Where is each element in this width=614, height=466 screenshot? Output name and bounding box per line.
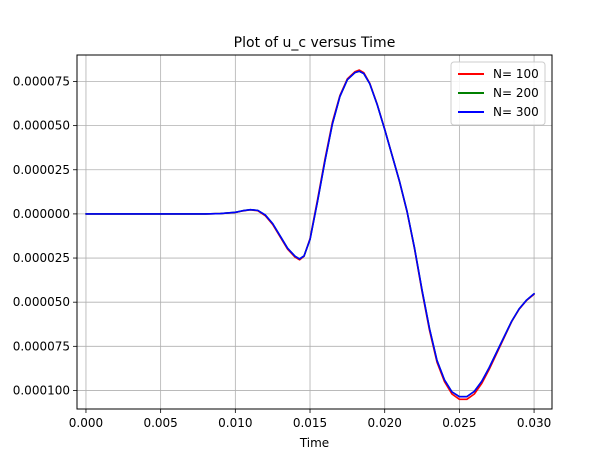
y-tick-label: 0.000000: [13, 207, 70, 221]
y-tick-label: 0.000075: [13, 339, 70, 353]
y-axis-ticks: 0.000075 0.000050 0.000025 0.000000 0.000025…: [13, 74, 77, 397]
legend-label-n100: N= 100: [493, 67, 539, 81]
x-tick-label: 0.030: [517, 416, 551, 430]
y-tick-label: 0.000075: [13, 74, 70, 88]
series-line-n300: [85, 70, 535, 398]
legend-label-n300: N= 300: [493, 105, 539, 119]
legend: N= 100 N= 200 N= 300: [450, 61, 546, 126]
x-tick-label: 0.020: [368, 416, 402, 430]
y-tick-label: 0.000050: [13, 295, 70, 309]
y-tick-label: 0.000100: [13, 383, 70, 397]
x-tick-label: 0.025: [442, 416, 476, 430]
chart-title: Plot of u_c versus Time: [234, 35, 396, 51]
y-tick-label: 0.000025: [13, 163, 70, 177]
x-axis-ticks: 0.000 0.005 0.010 0.015 0.020 0.025 0.030: [69, 409, 551, 430]
legend-label-n200: N= 200: [493, 86, 539, 100]
series-lines: [85, 69, 535, 401]
x-tick-label: 0.015: [293, 416, 327, 430]
x-tick-label: 0.010: [218, 416, 252, 430]
plot-area-frame: [76, 54, 553, 410]
x-tick-label: 0.000: [69, 416, 103, 430]
legend-box: [450, 61, 546, 126]
x-tick-label: 0.005: [143, 416, 177, 430]
x-axis-label: Time: [299, 436, 329, 450]
y-tick-label: 0.000050: [13, 119, 70, 133]
y-tick-label: 0.000025: [13, 251, 70, 265]
